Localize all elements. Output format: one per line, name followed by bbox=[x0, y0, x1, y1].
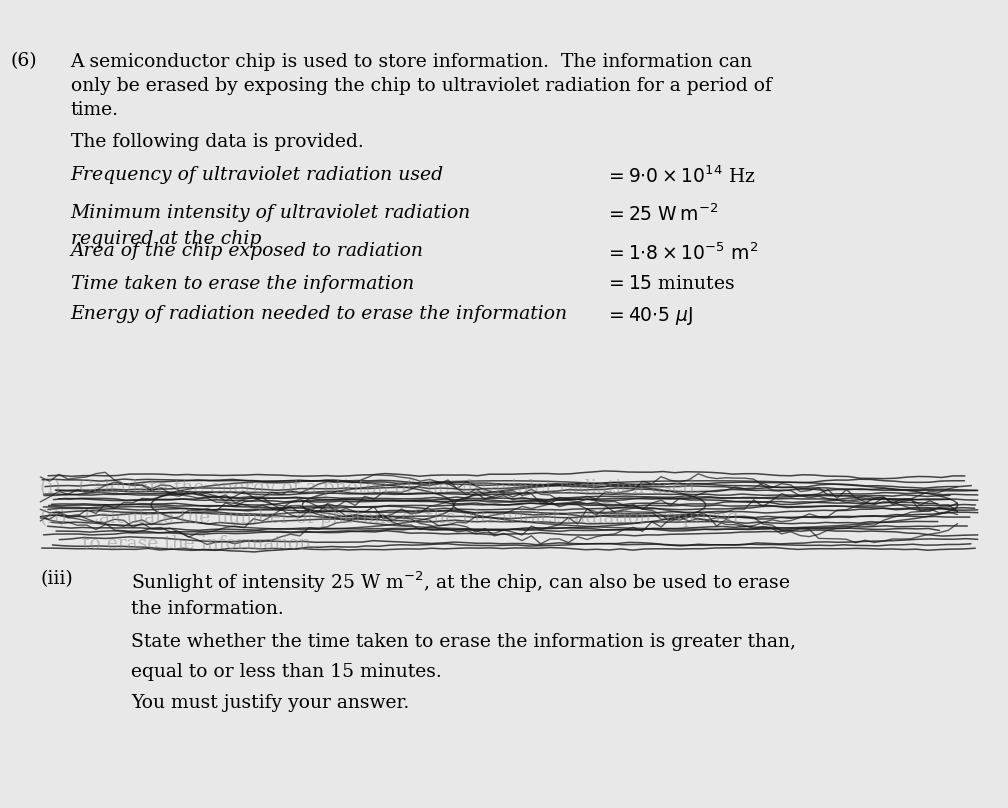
Text: to erase the information.: to erase the information. bbox=[40, 535, 318, 553]
Text: $= 25\ \mathrm{W\,m^{-2}}$: $= 25\ \mathrm{W\,m^{-2}}$ bbox=[605, 204, 718, 225]
Text: Minimum intensity of ultraviolet radiation: Minimum intensity of ultraviolet radiati… bbox=[71, 204, 471, 221]
Text: The following data is provided.: The following data is provided. bbox=[71, 133, 363, 151]
Text: only be erased by exposing the chip to ultraviolet radiation for a period of: only be erased by exposing the chip to u… bbox=[71, 77, 771, 95]
Text: required at the chip: required at the chip bbox=[71, 230, 261, 248]
Text: Energy of radiation needed to erase the information: Energy of radiation needed to erase the … bbox=[71, 305, 568, 323]
Text: (i)   Calculate the energy of a photon of the ultraviolet radiation used.: (i) Calculate the energy of a photon of … bbox=[40, 478, 702, 497]
Text: $= 1{\cdot}8 \times 10^{-5}\ \mathrm{m^2}$: $= 1{\cdot}8 \times 10^{-5}\ \mathrm{m^2… bbox=[605, 242, 758, 264]
Text: Sunlight of intensity 25 W m$^{-2}$, at the chip, can also be used to erase: Sunlight of intensity 25 W m$^{-2}$, at … bbox=[131, 570, 790, 595]
Text: the information.: the information. bbox=[131, 600, 284, 618]
Text: Area of the chip exposed to radiation: Area of the chip exposed to radiation bbox=[71, 242, 423, 260]
Text: State whether the time taken to erase the information is greater than,: State whether the time taken to erase th… bbox=[131, 633, 796, 650]
Text: time.: time. bbox=[71, 101, 119, 119]
Text: equal to or less than 15 minutes.: equal to or less than 15 minutes. bbox=[131, 663, 442, 681]
Text: A semiconductor chip is used to store information.  The information can: A semiconductor chip is used to store in… bbox=[71, 53, 753, 70]
Text: (iii): (iii) bbox=[40, 570, 73, 587]
Text: Frequency of ultraviolet radiation used: Frequency of ultraviolet radiation used bbox=[71, 166, 444, 183]
Text: You must justify your answer.: You must justify your answer. bbox=[131, 694, 409, 712]
Text: $= 15$ minutes: $= 15$ minutes bbox=[605, 275, 735, 292]
Text: Time taken to erase the information: Time taken to erase the information bbox=[71, 275, 414, 292]
Text: (ii)   Calculate the number of photons of the ultraviolet radiation required: (ii) Calculate the number of photons of … bbox=[40, 509, 739, 528]
Text: (6): (6) bbox=[10, 53, 36, 70]
Text: $= 9{\cdot}0 \times 10^{14}$ Hz: $= 9{\cdot}0 \times 10^{14}$ Hz bbox=[605, 166, 755, 187]
Text: $= 40{\cdot}5\ \mu\mathrm{J}$: $= 40{\cdot}5\ \mu\mathrm{J}$ bbox=[605, 305, 694, 327]
